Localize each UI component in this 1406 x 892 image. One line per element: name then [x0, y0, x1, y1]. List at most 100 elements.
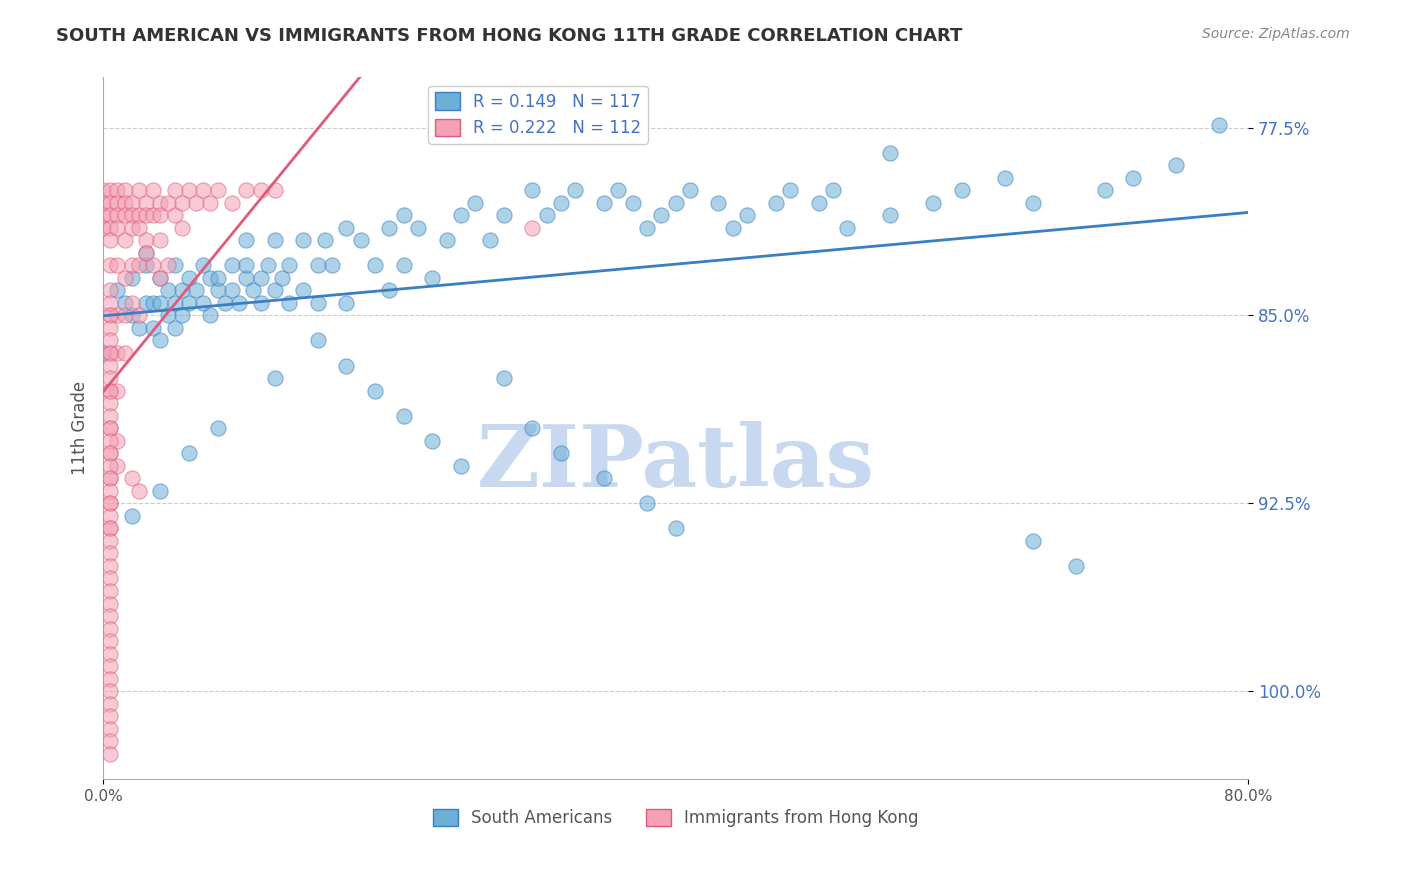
Point: [1166, 158, 1188, 172]
Point: [163, 183, 186, 197]
Point: [186, 284, 208, 298]
Point: [98, 521, 121, 535]
Point: [170, 309, 193, 323]
Point: [91, 208, 114, 222]
Point: [735, 208, 758, 222]
Point: [98, 709, 121, 723]
Point: [114, 271, 136, 285]
Point: [114, 346, 136, 360]
Point: [950, 183, 973, 197]
Point: [228, 296, 250, 310]
Legend: South Americans, Immigrants from Hong Kong: South Americans, Immigrants from Hong Ko…: [426, 802, 925, 834]
Point: [121, 258, 143, 272]
Point: [350, 233, 373, 247]
Point: [522, 421, 544, 435]
Point: [98, 659, 121, 673]
Point: [98, 734, 121, 748]
Point: [98, 296, 121, 310]
Point: [765, 195, 787, 210]
Point: [114, 309, 136, 323]
Point: [98, 384, 121, 398]
Point: [128, 258, 150, 272]
Point: [91, 195, 114, 210]
Point: [193, 296, 215, 310]
Point: [335, 220, 357, 235]
Point: [107, 208, 129, 222]
Point: [98, 722, 121, 736]
Point: [98, 496, 121, 510]
Point: [149, 208, 172, 222]
Point: [177, 271, 200, 285]
Point: [128, 321, 150, 335]
Point: [779, 183, 801, 197]
Point: [107, 384, 129, 398]
Point: [256, 258, 278, 272]
Point: [807, 195, 830, 210]
Point: [156, 195, 179, 210]
Point: [392, 258, 415, 272]
Point: [98, 446, 121, 460]
Point: [98, 309, 121, 323]
Point: [163, 296, 186, 310]
Point: [135, 296, 157, 310]
Point: [263, 183, 285, 197]
Point: [107, 346, 129, 360]
Point: [378, 220, 401, 235]
Point: [420, 434, 443, 448]
Point: [121, 271, 143, 285]
Point: [242, 284, 264, 298]
Point: [98, 195, 121, 210]
Point: [207, 183, 229, 197]
Point: [98, 396, 121, 410]
Point: [214, 296, 236, 310]
Point: [107, 195, 129, 210]
Point: [263, 371, 285, 385]
Point: [107, 434, 129, 448]
Point: [593, 195, 616, 210]
Point: [98, 558, 121, 573]
Point: [879, 208, 901, 222]
Point: [837, 220, 859, 235]
Point: [664, 521, 686, 535]
Point: [392, 409, 415, 423]
Point: [335, 359, 357, 373]
Point: [142, 296, 165, 310]
Point: [200, 195, 222, 210]
Point: [121, 471, 143, 485]
Point: [91, 183, 114, 197]
Point: [156, 309, 179, 323]
Point: [263, 284, 285, 298]
Point: [107, 183, 129, 197]
Point: [156, 284, 179, 298]
Point: [621, 195, 644, 210]
Point: [91, 220, 114, 235]
Point: [135, 245, 157, 260]
Point: [114, 195, 136, 210]
Point: [149, 271, 172, 285]
Point: [436, 233, 458, 247]
Point: [163, 258, 186, 272]
Point: [107, 309, 129, 323]
Point: [1064, 558, 1087, 573]
Point: [450, 208, 472, 222]
Point: [364, 384, 387, 398]
Point: [98, 546, 121, 560]
Point: [200, 271, 222, 285]
Point: [98, 483, 121, 498]
Point: [98, 647, 121, 661]
Point: [378, 284, 401, 298]
Point: [193, 258, 215, 272]
Point: [98, 584, 121, 599]
Point: [1208, 118, 1230, 132]
Point: [98, 233, 121, 247]
Point: [307, 258, 329, 272]
Point: [142, 258, 165, 272]
Point: [550, 195, 572, 210]
Point: [128, 183, 150, 197]
Point: [564, 183, 586, 197]
Point: [142, 183, 165, 197]
Point: [142, 208, 165, 222]
Point: [98, 471, 121, 485]
Point: [177, 446, 200, 460]
Point: [98, 183, 121, 197]
